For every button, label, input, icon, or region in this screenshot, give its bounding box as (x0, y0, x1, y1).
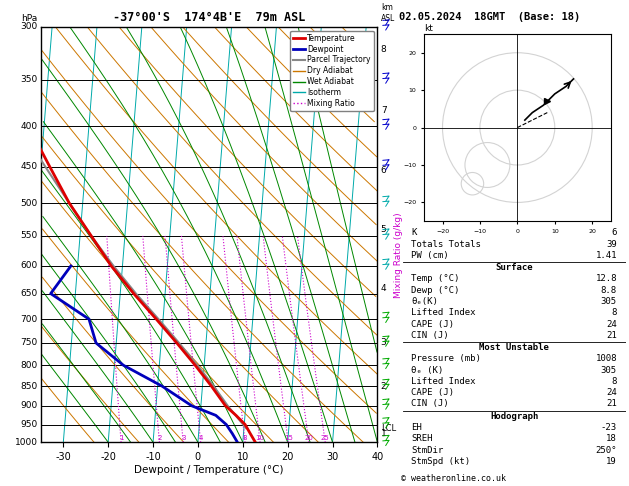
Text: 4: 4 (381, 284, 386, 293)
Text: Hodograph: Hodograph (490, 412, 538, 421)
Text: 600: 600 (20, 261, 38, 270)
Text: 900: 900 (20, 401, 38, 410)
Text: LCL: LCL (381, 424, 396, 433)
Text: Totals Totals: Totals Totals (411, 240, 481, 248)
Text: CAPE (J): CAPE (J) (411, 388, 455, 397)
Text: 8.8: 8.8 (601, 286, 617, 295)
Text: 305: 305 (601, 297, 617, 306)
Text: CIN (J): CIN (J) (411, 399, 449, 409)
Text: 1.41: 1.41 (596, 251, 617, 260)
Text: -23: -23 (601, 423, 617, 432)
Text: 19: 19 (606, 457, 617, 466)
Text: 21: 21 (606, 331, 617, 340)
Text: 15: 15 (284, 435, 292, 441)
Title: -37°00'S  174°4B'E  79m ASL: -37°00'S 174°4B'E 79m ASL (113, 11, 305, 24)
X-axis label: Dewpoint / Temperature (°C): Dewpoint / Temperature (°C) (135, 465, 284, 475)
Text: kt: kt (424, 24, 433, 33)
Text: 8: 8 (381, 45, 386, 53)
Text: 1: 1 (381, 429, 386, 438)
Text: StmDir: StmDir (411, 446, 443, 455)
Text: 305: 305 (601, 365, 617, 375)
Text: 500: 500 (20, 199, 38, 208)
Text: 21: 21 (606, 399, 617, 409)
Text: 7: 7 (381, 105, 386, 115)
Text: 4: 4 (199, 435, 203, 441)
Text: 1: 1 (119, 435, 123, 441)
Text: EH: EH (411, 423, 422, 432)
Text: 8: 8 (611, 308, 617, 317)
Legend: Temperature, Dewpoint, Parcel Trajectory, Dry Adiabat, Wet Adiabat, Isotherm, Mi: Temperature, Dewpoint, Parcel Trajectory… (290, 31, 374, 111)
Text: PW (cm): PW (cm) (411, 251, 449, 260)
Text: K: K (411, 228, 417, 237)
Text: Lifted Index: Lifted Index (411, 377, 476, 386)
Text: 850: 850 (20, 382, 38, 391)
Text: θₑ (K): θₑ (K) (411, 365, 443, 375)
Text: CIN (J): CIN (J) (411, 331, 449, 340)
Text: 2: 2 (381, 382, 386, 391)
Text: 12.8: 12.8 (596, 275, 617, 283)
Text: SREH: SREH (411, 434, 433, 443)
Text: 18: 18 (606, 434, 617, 443)
Text: 24: 24 (606, 388, 617, 397)
Text: 39: 39 (606, 240, 617, 248)
Text: 550: 550 (20, 231, 38, 241)
Text: Surface: Surface (496, 263, 533, 272)
Text: 450: 450 (20, 162, 38, 171)
Text: 950: 950 (20, 420, 38, 429)
Text: Mixing Ratio (g/kg): Mixing Ratio (g/kg) (394, 212, 403, 298)
Text: Temp (°C): Temp (°C) (411, 275, 460, 283)
Text: 6: 6 (611, 228, 617, 237)
Text: 800: 800 (20, 361, 38, 370)
Text: 1000: 1000 (14, 438, 38, 447)
Text: 25: 25 (321, 435, 330, 441)
Text: 20: 20 (304, 435, 313, 441)
Text: 300: 300 (20, 22, 38, 31)
Text: 1008: 1008 (596, 354, 617, 364)
Text: Lifted Index: Lifted Index (411, 308, 476, 317)
Text: 700: 700 (20, 314, 38, 324)
Text: StmSpd (kt): StmSpd (kt) (411, 457, 470, 466)
Text: Dewp (°C): Dewp (°C) (411, 286, 460, 295)
Text: hPa: hPa (21, 14, 38, 22)
Text: © weatheronline.co.uk: © weatheronline.co.uk (401, 474, 506, 483)
Text: 3: 3 (381, 338, 386, 347)
Text: θₑ(K): θₑ(K) (411, 297, 438, 306)
Text: 02.05.2024  18GMT  (Base: 18): 02.05.2024 18GMT (Base: 18) (399, 12, 581, 22)
Text: 5: 5 (381, 225, 386, 234)
Text: km
ASL: km ASL (381, 3, 395, 22)
Text: 750: 750 (20, 338, 38, 347)
Text: 3: 3 (181, 435, 186, 441)
Text: 650: 650 (20, 289, 38, 298)
Text: Most Unstable: Most Unstable (479, 343, 549, 352)
Text: 250°: 250° (596, 446, 617, 455)
Text: 24: 24 (606, 319, 617, 329)
Text: 400: 400 (20, 122, 38, 131)
Text: Pressure (mb): Pressure (mb) (411, 354, 481, 364)
Text: 2: 2 (157, 435, 162, 441)
Text: 8: 8 (243, 435, 247, 441)
Text: 350: 350 (20, 75, 38, 85)
Text: CAPE (J): CAPE (J) (411, 319, 455, 329)
Text: 8: 8 (611, 377, 617, 386)
Text: 6: 6 (381, 166, 386, 175)
Text: 10: 10 (255, 435, 265, 441)
